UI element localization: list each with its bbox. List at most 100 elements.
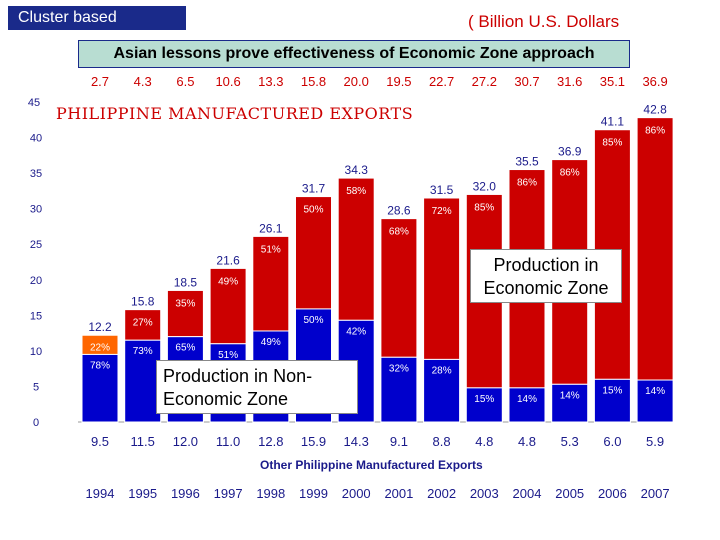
ez-share-label: 22% xyxy=(90,342,110,353)
non-ez-share-label: 78% xyxy=(90,360,110,371)
y-tick-label: 30 xyxy=(30,204,42,216)
non-ez-value-label: 9.1 xyxy=(390,434,408,449)
year-label: 1999 xyxy=(299,486,328,501)
ez-value-label: 19.5 xyxy=(386,74,411,89)
non-ez-share-label: 42% xyxy=(346,326,366,337)
year-label: 2004 xyxy=(513,486,542,501)
bar-non-economic-zone xyxy=(551,383,589,423)
ez-share-label: 50% xyxy=(303,205,323,216)
headline-banner: Asian lessons prove effectiveness of Eco… xyxy=(78,40,630,68)
non-ez-value-label: 11.0 xyxy=(216,434,240,449)
total-label: 26.1 xyxy=(259,221,283,235)
non-ez-value-label: 6.0 xyxy=(603,434,621,449)
total-label: 31.7 xyxy=(302,182,326,196)
bar-economic-zone xyxy=(380,218,418,358)
non-economic-zone-callout: Production in Non- Economic Zone xyxy=(156,360,358,414)
non-ez-value-label: 14.3 xyxy=(344,434,369,449)
ez-value-label: 15.8 xyxy=(301,74,326,89)
ez-share-label: 51% xyxy=(261,244,281,255)
bar-economic-zone xyxy=(209,267,247,345)
total-label: 42.8 xyxy=(643,103,667,117)
ez-value-label: 30.7 xyxy=(514,74,539,89)
non-ez-value-label: 5.9 xyxy=(646,434,664,449)
ez-share-label: 49% xyxy=(218,276,238,287)
non-ez-share-label: 73% xyxy=(133,346,153,357)
ez-share-label: 86% xyxy=(517,178,537,189)
bar-non-economic-zone xyxy=(380,356,418,423)
non-ez-share-label: 14% xyxy=(517,394,537,405)
ez-share-label: 85% xyxy=(474,202,494,213)
x-axis-note: Other Philippine Manufactured Exports xyxy=(260,458,483,472)
bar-non-economic-zone xyxy=(81,353,119,423)
non-ez-value-label: 8.8 xyxy=(433,434,451,449)
ez-share-label: 27% xyxy=(133,318,153,329)
year-label: 1994 xyxy=(86,486,115,501)
year-label: 2001 xyxy=(384,486,413,501)
ez-share-label: 68% xyxy=(389,227,409,238)
bar-non-economic-zone xyxy=(124,339,162,423)
bar-non-economic-zone xyxy=(636,379,674,423)
y-tick-label: 0 xyxy=(33,417,39,429)
bar-non-economic-zone xyxy=(423,358,461,423)
total-label: 35.5 xyxy=(515,155,539,169)
non-ez-share-label: 14% xyxy=(645,386,665,397)
total-label: 28.6 xyxy=(387,204,411,218)
unit-label: ( Billion U.S. Dollars xyxy=(468,12,620,31)
bar-non-economic-zone xyxy=(593,378,631,423)
y-tick-label: 15 xyxy=(30,310,42,322)
non-ez-value-label: 12.0 xyxy=(173,434,198,449)
non-ez-value-label: 4.8 xyxy=(518,434,536,449)
non-ez-share-label: 65% xyxy=(175,343,195,354)
economic-zone-callout-line2: Economic Zone xyxy=(483,278,609,298)
ez-value-label: 27.2 xyxy=(472,74,497,89)
total-label: 34.3 xyxy=(345,163,369,177)
year-label: 1997 xyxy=(214,486,243,501)
non-economic-zone-callout-line1: Production in Non- xyxy=(163,366,313,386)
non-ez-share-label: 51% xyxy=(218,350,238,361)
y-tick-label: 45 xyxy=(28,97,40,109)
ez-value-label: 35.1 xyxy=(600,74,625,89)
non-ez-value-label: 5.3 xyxy=(561,434,579,449)
ez-value-label: 2.7 xyxy=(91,74,109,89)
non-ez-value-label: 9.5 xyxy=(91,434,109,449)
y-tick-label: 20 xyxy=(30,275,42,287)
chart-title: PHILIPPINE MANUFACTURED EXPORTS xyxy=(56,104,413,123)
ez-value-label: 31.6 xyxy=(557,74,582,89)
ez-value-label: 4.3 xyxy=(134,74,152,89)
year-label: 2000 xyxy=(342,486,371,501)
ez-share-label: 35% xyxy=(175,298,195,309)
total-label: 32.0 xyxy=(473,179,497,193)
ez-share-label: 86% xyxy=(645,126,665,137)
non-ez-share-label: 15% xyxy=(474,394,494,405)
year-label: 2007 xyxy=(641,486,670,501)
non-ez-share-label: 28% xyxy=(432,365,452,376)
bar-non-economic-zone xyxy=(465,387,503,423)
bar-economic-zone xyxy=(166,289,204,338)
bar-economic-zone xyxy=(124,309,162,341)
year-label: 2006 xyxy=(598,486,627,501)
non-economic-zone-callout-line2: Economic Zone xyxy=(163,389,289,409)
ez-value-label: 10.6 xyxy=(215,74,240,89)
y-tick-label: 5 xyxy=(33,381,39,393)
total-label: 36.9 xyxy=(558,145,582,159)
year-label: 1996 xyxy=(171,486,200,501)
non-ez-share-label: 50% xyxy=(303,315,323,326)
y-tick-label: 25 xyxy=(30,239,42,251)
bar-economic-zone xyxy=(252,235,290,332)
non-ez-share-label: 49% xyxy=(261,337,281,348)
ez-share-label: 72% xyxy=(432,206,452,217)
y-tick-label: 10 xyxy=(30,346,42,358)
economic-zone-callout-line1: Production in xyxy=(493,255,599,275)
year-label: 2002 xyxy=(427,486,456,501)
ez-value-label: 13.3 xyxy=(258,74,283,89)
non-ez-share-label: 15% xyxy=(602,385,622,396)
ez-value-label: 36.9 xyxy=(642,74,667,89)
total-label: 18.5 xyxy=(174,275,198,289)
non-ez-share-label: 32% xyxy=(389,363,409,374)
cluster-tag: Cluster based xyxy=(8,6,186,30)
year-label: 1995 xyxy=(128,486,157,501)
total-label: 21.6 xyxy=(216,253,240,267)
bar-economic-zone xyxy=(337,177,375,321)
bar-non-economic-zone xyxy=(508,387,546,423)
